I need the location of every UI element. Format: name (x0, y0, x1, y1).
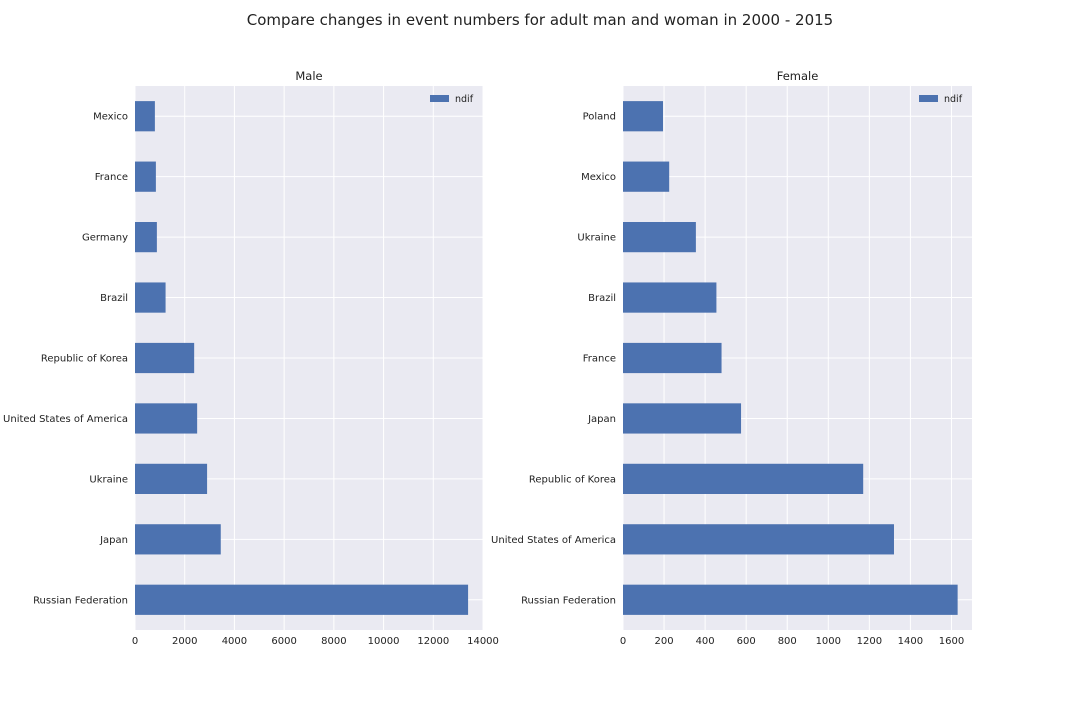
male-chart-panel: Russian Federation Japan Ukraine United Sta… (3, 69, 499, 647)
male-bar (135, 463, 208, 494)
female-x-tick-label: 600 (737, 636, 756, 647)
male-bar (135, 524, 221, 555)
male-x-tick-label: 10000 (368, 636, 400, 647)
female-category-label: Poland (583, 112, 616, 123)
male-x-tick-label: 8000 (321, 636, 346, 647)
male-x-tick-label: 14000 (467, 636, 499, 647)
female-bar (623, 161, 670, 192)
female-x-tick-label: 1600 (939, 636, 964, 647)
female-chart-title: Female (777, 69, 819, 83)
female-x-tick-label: 1200 (857, 636, 882, 647)
female-bar (623, 222, 696, 253)
female-x-tick-label: 400 (696, 636, 715, 647)
male-bar (135, 584, 469, 615)
female-x-tick-label: 800 (778, 636, 797, 647)
female-bar (623, 584, 958, 615)
female-category-label: France (583, 354, 616, 365)
female-x-tick-label: 0 (620, 636, 626, 647)
female-x-tick-label: 200 (655, 636, 674, 647)
male-category-label: Republic of Korea (41, 354, 128, 365)
male-x-tick-label: 6000 (271, 636, 296, 647)
male-category-label: Japan (99, 535, 128, 546)
female-bar (623, 463, 864, 494)
male-category-label: Germany (82, 233, 128, 244)
female-category-label: Republic of Korea (529, 474, 616, 485)
female-bar (623, 403, 742, 434)
female-legend-label: ndif (944, 94, 963, 105)
male-x-tick-label: 2000 (172, 636, 197, 647)
male-bar (135, 161, 156, 192)
female-bar (623, 524, 894, 555)
female-category-label: Mexico (581, 172, 616, 183)
male-bar (135, 342, 195, 374)
female-bar (623, 101, 664, 132)
female-bar (623, 282, 717, 313)
female-category-label: Japan (587, 414, 616, 425)
male-x-tick-label: 0 (132, 636, 138, 647)
male-category-label: Mexico (93, 112, 128, 123)
female-x-tick-label: 1000 (816, 636, 841, 647)
male-bar (135, 282, 166, 313)
male-category-label: Brazil (100, 293, 128, 304)
female-x-tick-label: 1400 (898, 636, 923, 647)
male-bar (135, 222, 157, 253)
female-category-label: United States of America (491, 535, 616, 546)
male-category-label: Ukraine (89, 474, 128, 485)
male-x-tick-label: 12000 (417, 636, 449, 647)
female-legend-swatch (919, 95, 938, 102)
male-chart-title: Male (295, 69, 322, 83)
male-category-label: France (95, 172, 128, 183)
male-legend-label: ndif (455, 94, 474, 105)
female-chart-panel: Russian Federation United States of Ameri… (491, 69, 972, 647)
male-category-label: Russian Federation (33, 595, 128, 606)
male-category-label: United States of America (3, 414, 128, 425)
female-category-label: Russian Federation (521, 595, 616, 606)
male-bar (135, 403, 198, 434)
female-category-label: Brazil (588, 293, 616, 304)
male-bar (135, 101, 155, 132)
female-category-label: Ukraine (577, 233, 616, 244)
male-x-tick-label: 4000 (222, 636, 247, 647)
figure-title: Compare changes in event numbers for adu… (247, 11, 833, 29)
female-bar (623, 342, 722, 374)
male-legend-swatch (430, 95, 449, 102)
